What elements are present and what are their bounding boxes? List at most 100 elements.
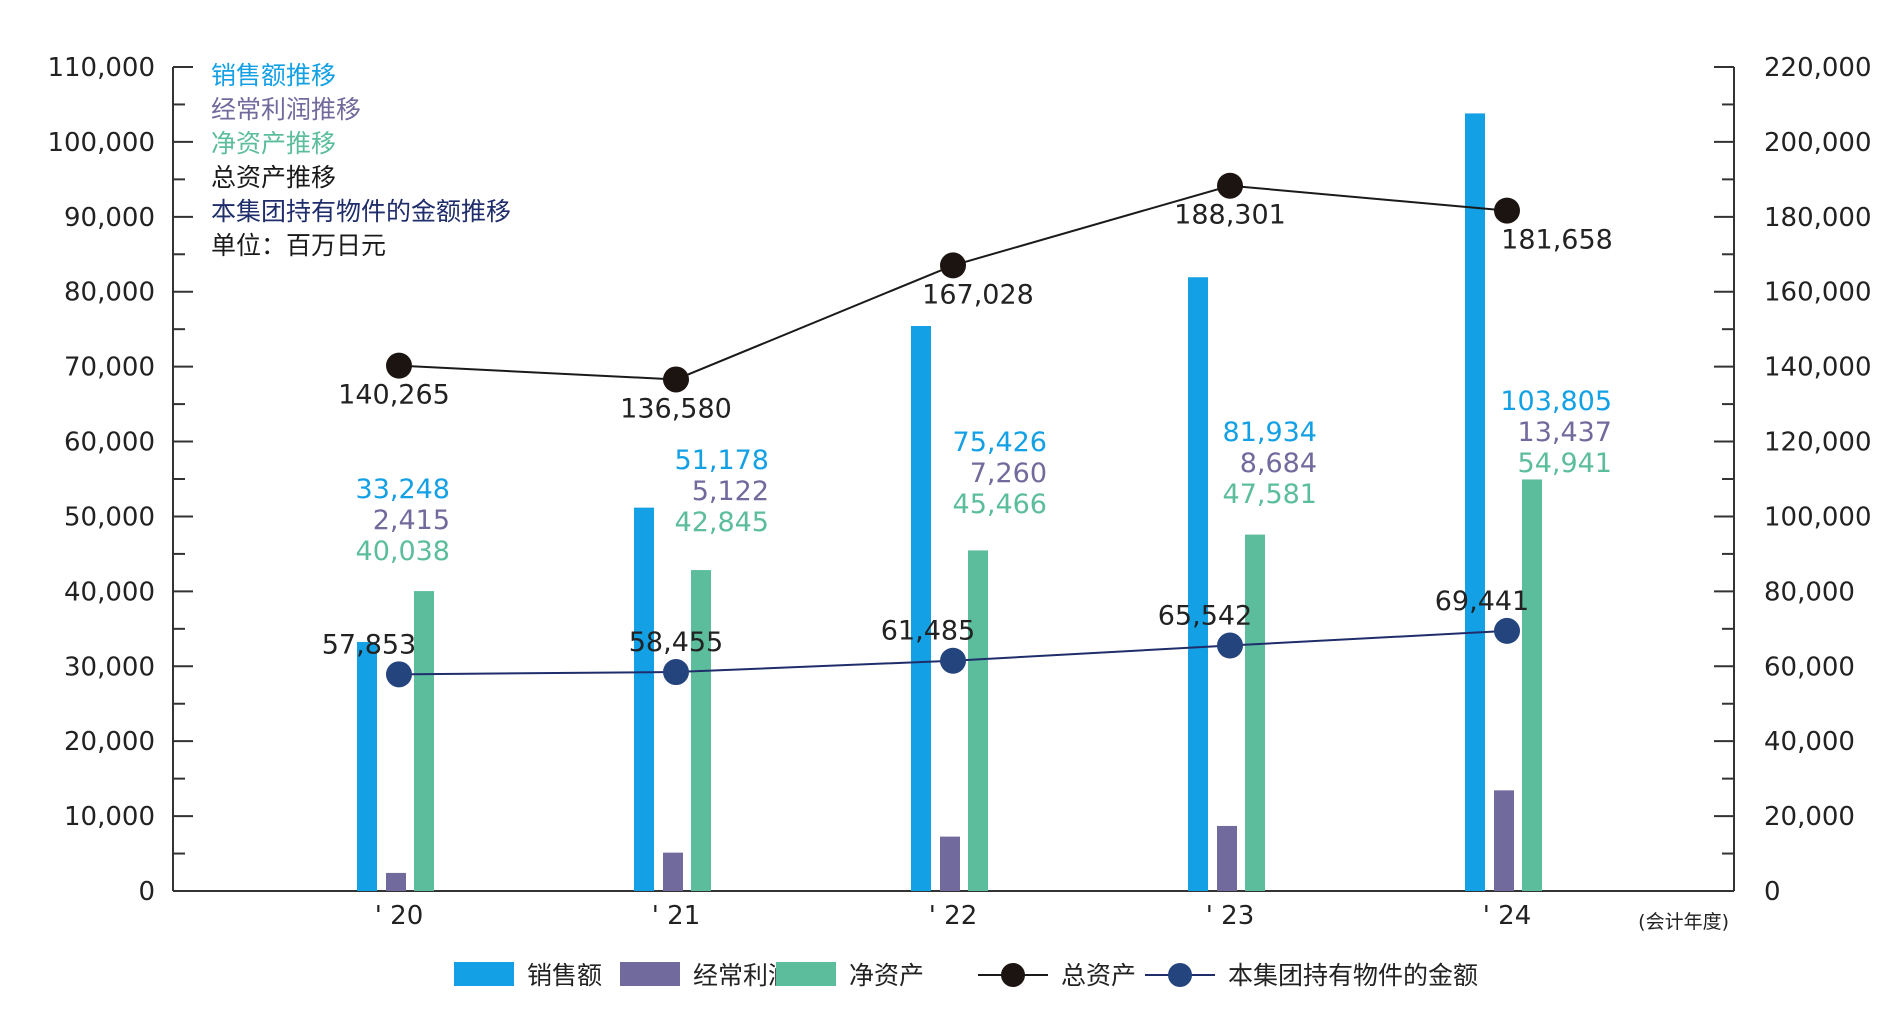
bars [357, 113, 1542, 891]
bar-value-label: 47,581 [1223, 479, 1317, 510]
bar-series-0 [634, 507, 654, 891]
series-note: 总资产推移 [211, 163, 336, 192]
line-marker [1494, 617, 1520, 644]
line-value-label: 57,853 [322, 629, 416, 660]
line-marker [663, 366, 689, 393]
left-tick-label: 50,000 [64, 502, 155, 532]
series-note: 净资产推移 [211, 129, 336, 158]
left-tick-label: 110,000 [47, 53, 155, 83]
right-tick-label: 0 [1764, 877, 1781, 907]
right-tick-label: 20,000 [1764, 802, 1855, 832]
bar-series-2 [414, 591, 434, 891]
line-marker [940, 647, 966, 674]
series-note: 本集团持有物件的金额推移 [211, 197, 511, 226]
left-tick-label: 70,000 [64, 353, 155, 383]
x-axis-unit: (会计年度) [1638, 911, 1729, 933]
bar-value-label: 75,426 [953, 427, 1047, 458]
series-note: 经常利润推移 [211, 95, 361, 124]
right-tick-label: 40,000 [1764, 727, 1855, 757]
bar-value-label: 51,178 [675, 445, 769, 476]
line-marker [1494, 197, 1520, 224]
bar-value-label: 2,415 [373, 505, 450, 536]
right-tick-label: 120,000 [1764, 428, 1872, 458]
legend: 销售额 经常利润 净资产 总资产 本集团持有物件的金额 [454, 961, 1478, 990]
legend-swatch [620, 962, 680, 986]
left-tick-label: 100,000 [47, 128, 155, 158]
left-tick-label: 80,000 [64, 278, 155, 308]
left-tick-label: 60,000 [64, 428, 155, 458]
left-tick-label: 0 [138, 877, 155, 907]
left-tick-label: 90,000 [64, 203, 155, 233]
bar-value-label: 8,684 [1240, 448, 1317, 479]
bar-value-label: 103,805 [1500, 386, 1612, 417]
left-tick-label: 10,000 [64, 802, 155, 832]
x-tick-label: ' 24 [1483, 901, 1532, 931]
line-marker [386, 661, 412, 688]
line-value-label: 167,028 [922, 279, 1034, 310]
bar-series-2 [1245, 534, 1265, 891]
x-tick-label: ' 20 [375, 901, 424, 931]
bar-series-0 [357, 641, 377, 891]
x-tick-label: ' 22 [929, 901, 978, 931]
legend-label: 本集团持有物件的金额 [1228, 961, 1478, 990]
line-value-label: 181,658 [1501, 225, 1613, 256]
axes: 0 10,000 20,000 30,000 40,000 50,000 60,000 70,… [47, 53, 1871, 933]
bar-series-2 [1522, 479, 1542, 891]
bar-value-label: 13,437 [1518, 417, 1612, 448]
right-tick-label: 180,000 [1764, 203, 1872, 233]
legend-label: 销售额 [527, 961, 602, 990]
left-tick-label: 20,000 [64, 727, 155, 757]
legend-swatch [454, 962, 514, 986]
legend-label: 净资产 [849, 961, 924, 990]
series-note: 单位：百万日元 [211, 231, 386, 260]
line-marker [386, 352, 412, 379]
bar-series-0 [911, 325, 931, 891]
line-value-label: 65,542 [1158, 601, 1252, 632]
line-value-label: 136,580 [620, 393, 732, 424]
bar-series-1 [663, 852, 683, 891]
line-value-label: 58,455 [629, 627, 723, 658]
line-value-label: 188,301 [1174, 200, 1286, 231]
right-tick-label: 220,000 [1764, 53, 1872, 83]
right-tick-label: 60,000 [1764, 652, 1855, 682]
bar-series-1 [940, 836, 960, 891]
x-tick-label: ' 21 [652, 901, 701, 931]
line-marker [663, 659, 689, 686]
legend-swatch [776, 962, 836, 986]
bar-value-label: 42,845 [675, 507, 769, 538]
line-marker [1217, 172, 1243, 199]
line-value-label: 69,441 [1435, 586, 1529, 617]
bar-value-label: 5,122 [692, 476, 769, 507]
left-tick-label: 30,000 [64, 652, 155, 682]
legend-marker [1001, 963, 1025, 987]
line-marker [1217, 632, 1243, 659]
bar-value-label: 81,934 [1223, 417, 1317, 448]
bar-value-label: 45,466 [953, 489, 1047, 520]
bar-series-1 [1494, 790, 1514, 891]
left-tick-label: 40,000 [64, 577, 155, 607]
right-tick-label: 200,000 [1764, 128, 1872, 158]
bar-series-2 [691, 570, 711, 891]
line-value-label: 140,265 [338, 380, 450, 411]
bar-series-0 [1465, 113, 1485, 891]
value-labels: 33,248 51,178 75,426 81,934 103,805 2,415 5,12… [322, 200, 1613, 661]
bar-value-label: 54,941 [1518, 448, 1612, 479]
right-tick-label: 140,000 [1764, 353, 1872, 383]
legend-label: 总资产 [1061, 961, 1136, 990]
right-tick-label: 160,000 [1764, 278, 1872, 308]
bar-series-2 [968, 550, 988, 891]
bar-series-0 [1188, 277, 1208, 891]
bar-value-label: 7,260 [970, 458, 1047, 489]
series-note: 销售额推移 [211, 61, 336, 90]
right-tick-label: 80,000 [1764, 577, 1855, 607]
x-tick-label: ' 23 [1206, 901, 1255, 931]
line-value-label: 61,485 [881, 616, 975, 647]
lines [386, 172, 1520, 688]
legend-marker [1168, 963, 1192, 987]
right-tick-label: 100,000 [1764, 502, 1872, 532]
bar-value-label: 33,248 [356, 474, 450, 505]
bar-series-1 [1217, 825, 1237, 891]
line-marker [940, 252, 966, 279]
